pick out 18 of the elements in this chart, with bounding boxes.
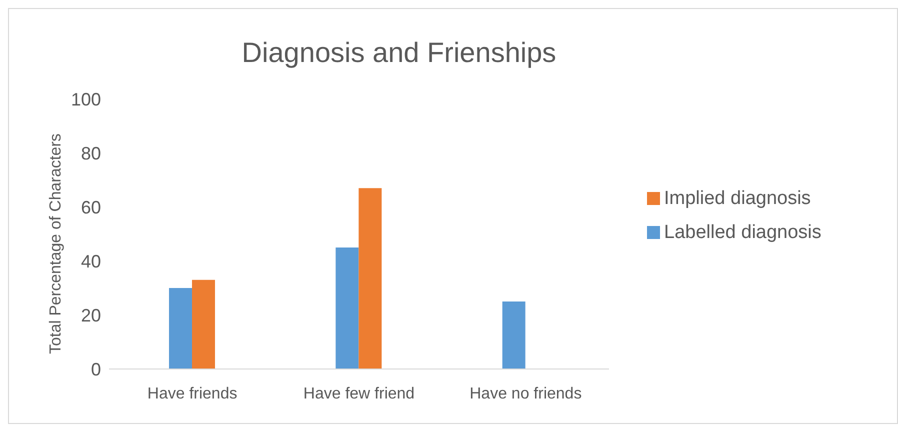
y-tick-label: 40: [80, 251, 101, 272]
legend-label: Implied diagnosis: [664, 188, 811, 209]
y-tick-label: 0: [90, 359, 101, 380]
y-tick-label: 60: [80, 197, 101, 218]
legend-label: Labelled diagnosis: [664, 222, 822, 243]
y-axis-title: Total Percentage of Characters: [48, 133, 65, 354]
bar: [169, 288, 192, 369]
chart-title: Diagnosis and Frienships: [240, 37, 558, 69]
bar: [502, 302, 526, 369]
x-tick-label: Have friends: [147, 385, 238, 402]
y-tick-label: 20: [80, 305, 101, 326]
bar: [358, 188, 382, 369]
bar: [336, 248, 359, 369]
y-tick-label: 80: [80, 143, 101, 164]
x-tick-label: Have few friend: [303, 385, 415, 402]
x-tick-label: Have no friends: [470, 385, 582, 402]
bar: [192, 280, 215, 369]
y-tick-label: 100: [70, 89, 101, 110]
